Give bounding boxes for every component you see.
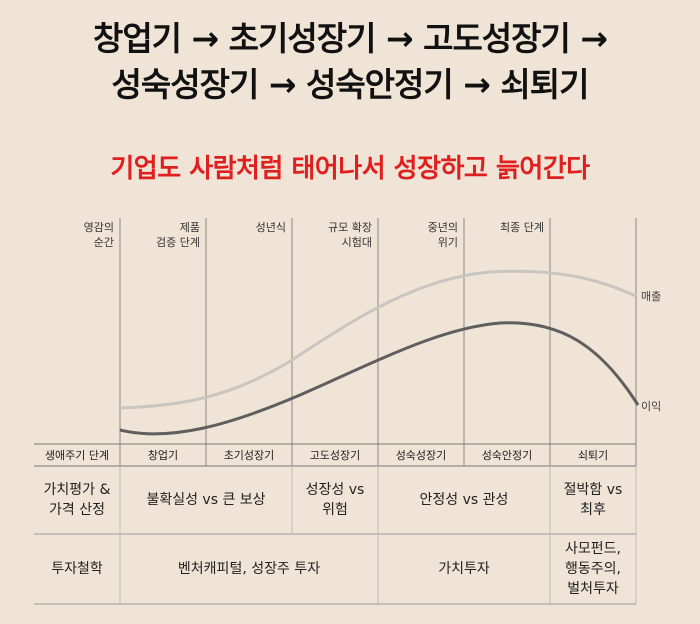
stage-label-2: 제품 검증 단계 [156, 221, 200, 249]
lifecycle-header: 생애주기 단계 [44, 449, 110, 462]
title-line-2: 성숙성장기 → 성숙안정기 → 쇠퇴기 [111, 65, 590, 104]
valuation-header: 가치평가 & 가격 산정 [43, 482, 111, 518]
stage-label-5: 중년의 위기 [427, 221, 458, 249]
stage-label-3: 성년식 [255, 221, 286, 234]
philosophy-cell: 벤처캐피털, 성장주 투자 [177, 561, 321, 577]
subtitle: 기업도 사람처럼 태어나서 성장하고 늙어간다 [110, 154, 590, 184]
valuation-cell: 안정성 vs 관성 [419, 492, 509, 508]
lifecycle-stage: 쇠퇴기 [577, 449, 609, 462]
philosophy-cell: 사모펀드, 행동주의, 벌처투자 [565, 541, 621, 597]
stage-label-4: 규모 확장 시험대 [328, 221, 372, 249]
philosophy-header: 투자철학 [51, 561, 103, 577]
stage-label-6: 최종 단계 [500, 221, 544, 234]
revenue-label: 매출 [641, 290, 662, 303]
lifecycle-stage: 초기성장기 [223, 449, 275, 462]
revenue-curve [119, 269, 637, 410]
philosophy-cell: 가치투자 [438, 561, 490, 577]
title-line-1: 창업기 → 초기성장기 → 고도성장기 → [92, 19, 608, 58]
lifecycle-stage: 창업기 [147, 449, 179, 462]
valuation-cell: 불확실성 vs 큰 보상 [146, 492, 266, 508]
stage-label-1: 영감의 순간 [83, 221, 114, 249]
profit-curve [119, 321, 640, 436]
valuation-cell: 성장성 vs 위험 [305, 482, 365, 518]
valuation-cell: 절박함 vs 최후 [563, 482, 623, 518]
lifecycle-stage: 성숙성장기 [395, 449, 447, 462]
lifecycle-stage: 성숙안정기 [481, 449, 533, 462]
profit-label: 이익 [641, 400, 662, 413]
lifecycle-stage: 고도성장기 [309, 449, 361, 462]
